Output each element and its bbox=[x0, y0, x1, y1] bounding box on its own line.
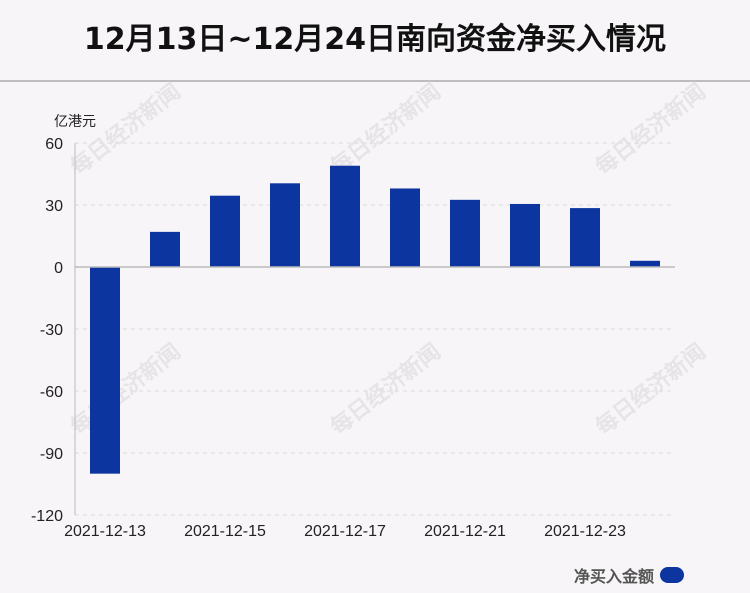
y-tick-label: -60 bbox=[40, 384, 63, 401]
legend-label: 净买入金额 bbox=[573, 567, 654, 586]
x-axis: 2021-12-13 2021-12-15 2021-12-17 2021-12-21… bbox=[64, 266, 675, 540]
legend-swatch bbox=[660, 567, 684, 583]
bar bbox=[330, 165, 360, 267]
x-tick-label: 2021-12-17 bbox=[304, 523, 386, 540]
x-tick-label: 2021-12-23 bbox=[544, 523, 626, 540]
bar bbox=[570, 208, 600, 267]
y-tick-label: -120 bbox=[31, 508, 63, 525]
y-axis-label: 亿港元 bbox=[54, 113, 96, 129]
bar bbox=[210, 195, 240, 267]
title-divider bbox=[0, 80, 750, 82]
x-tick-label: 2021-12-15 bbox=[184, 523, 266, 540]
watermark-text: 每日经济新闻 bbox=[66, 79, 186, 181]
watermark-text: 每日经济新闻 bbox=[66, 339, 186, 441]
y-tick-label: 60 bbox=[45, 136, 63, 153]
bars bbox=[90, 165, 660, 474]
y-tick-label: 30 bbox=[45, 198, 63, 215]
legend: 净买入金额 bbox=[574, 563, 684, 587]
y-tick-label: -90 bbox=[40, 446, 63, 463]
y-axis: 60 30 0 -30 -60 -90 -120 bbox=[31, 136, 76, 525]
watermark-text: 每日经济新闻 bbox=[591, 79, 711, 181]
x-tick-label: 2021-12-13 bbox=[64, 523, 146, 540]
grid-lines bbox=[75, 142, 675, 516]
y-tick-label: -30 bbox=[40, 322, 63, 339]
watermark-text: 每日经济新闻 bbox=[326, 79, 446, 181]
bar bbox=[90, 267, 120, 474]
bar bbox=[150, 231, 180, 267]
watermark-text: 每日经济新闻 bbox=[326, 339, 446, 441]
y-tick-label: 0 bbox=[54, 260, 63, 277]
x-tick-label: 2021-12-21 bbox=[424, 523, 506, 540]
bar bbox=[510, 203, 540, 267]
bar bbox=[630, 260, 660, 267]
bar bbox=[270, 183, 300, 267]
bar bbox=[390, 188, 420, 267]
watermark-text: 每日经济新闻 bbox=[591, 339, 711, 441]
page-title: 12月13日~12月24日南向资金净买入情况 bbox=[83, 22, 667, 57]
bar bbox=[450, 199, 480, 267]
